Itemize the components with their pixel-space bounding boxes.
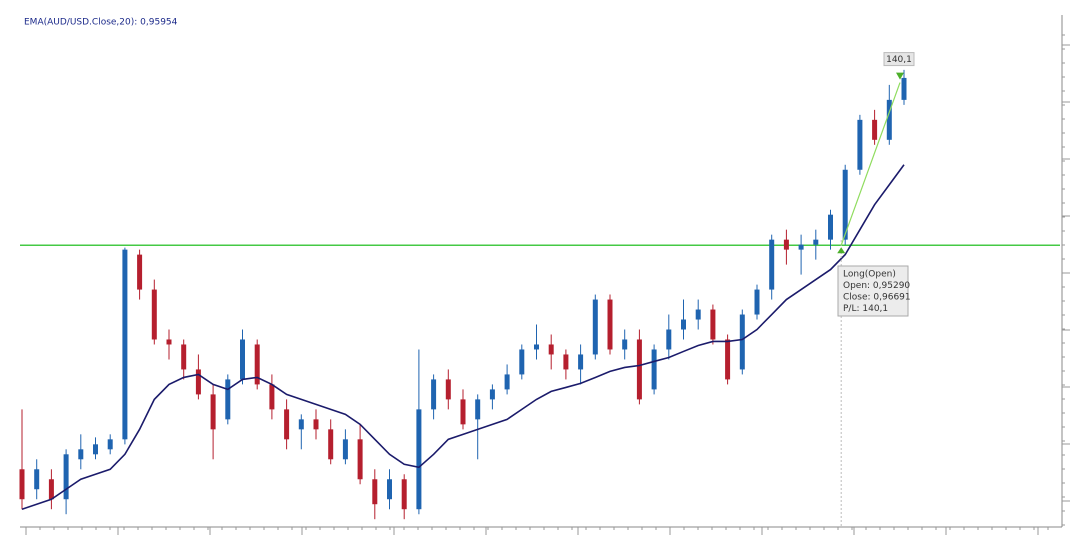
candle-body xyxy=(48,479,54,500)
candle-body xyxy=(783,239,789,250)
candle-body xyxy=(519,349,525,375)
candle-body xyxy=(93,444,98,455)
pl-badge-bg xyxy=(883,52,915,67)
exit-arrow xyxy=(896,72,904,80)
axis-decoration xyxy=(25,34,1070,535)
candle-body xyxy=(342,439,348,460)
candle-body xyxy=(387,479,392,500)
tooltip-text: Close: 0,96691 xyxy=(843,293,911,303)
candle-body xyxy=(328,429,334,460)
candle-body xyxy=(181,344,187,370)
candle-body xyxy=(534,344,539,350)
candle-body xyxy=(607,299,613,350)
candle-body xyxy=(372,479,378,505)
candle-body xyxy=(284,409,290,440)
candle-body xyxy=(460,399,466,425)
candle-body xyxy=(416,409,422,510)
candle-body xyxy=(195,369,201,395)
candle-body xyxy=(769,239,775,290)
candle-body xyxy=(166,339,172,345)
candle-body xyxy=(886,99,892,140)
ema-line xyxy=(21,164,905,510)
candle-body xyxy=(122,249,128,440)
candle-body xyxy=(313,419,319,430)
candle-body xyxy=(548,344,554,355)
candle-body xyxy=(78,449,84,460)
candle-body xyxy=(681,319,686,330)
candle-body xyxy=(445,379,451,400)
candle-body xyxy=(151,289,157,340)
candle-body xyxy=(475,399,481,420)
candle-body xyxy=(225,379,231,420)
candle-body xyxy=(563,354,569,370)
entry-arrow xyxy=(837,247,846,254)
candle-body xyxy=(872,119,878,140)
candle-body xyxy=(813,239,819,245)
candle-body xyxy=(725,339,731,380)
candle-body xyxy=(828,214,833,240)
candle-body xyxy=(622,339,628,350)
candle-body xyxy=(254,344,260,385)
candle-body xyxy=(137,254,143,290)
candle-body xyxy=(357,439,363,480)
candle-body xyxy=(210,394,216,430)
candle-body xyxy=(754,289,760,315)
candle-body xyxy=(857,119,863,170)
tooltip-box xyxy=(837,265,909,317)
candle-body xyxy=(592,299,598,355)
candle-body xyxy=(298,419,304,430)
candle-body xyxy=(710,309,716,340)
candle-body xyxy=(504,374,510,390)
candle-body xyxy=(107,439,113,450)
candle-body xyxy=(34,469,40,490)
candle-body xyxy=(901,77,907,100)
candle-body xyxy=(269,384,275,410)
candle-body xyxy=(842,169,848,240)
candle-body xyxy=(401,479,407,510)
candle-body xyxy=(666,329,672,350)
tooltip-text: P/L: 140,1 xyxy=(843,304,888,314)
tooltip-text: Open: 0,95290 xyxy=(843,281,910,291)
candle-body xyxy=(798,244,804,250)
candle-body xyxy=(63,454,69,500)
indicator-legend: EMA(AUD/USD.Close,20): 0,95954 xyxy=(24,18,178,28)
pl-badge: 140,1 xyxy=(886,55,912,65)
candle-body xyxy=(651,349,657,390)
candle-body xyxy=(636,339,642,400)
candle-body xyxy=(739,314,745,370)
tooltip-text: Long(Open) xyxy=(843,270,896,280)
candle-body xyxy=(695,309,701,320)
candle-body xyxy=(240,339,245,380)
trade-arrow xyxy=(840,82,901,246)
candle-body xyxy=(19,469,25,500)
candle-body xyxy=(489,389,495,400)
candle-body xyxy=(431,379,437,410)
candle-body xyxy=(578,354,584,370)
